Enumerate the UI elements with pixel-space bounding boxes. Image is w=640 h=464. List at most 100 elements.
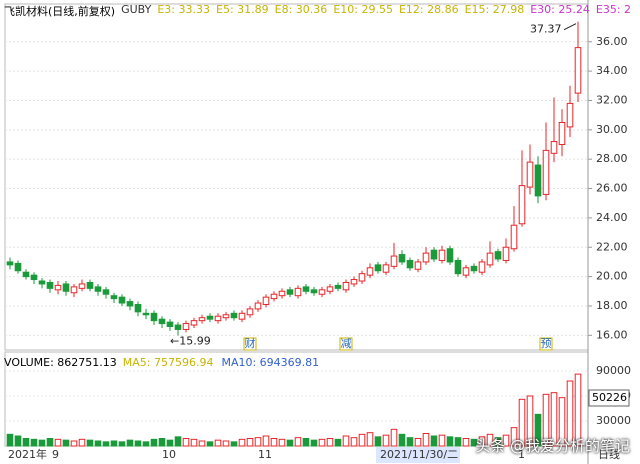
candle-body <box>326 286 334 292</box>
volume-bar <box>86 439 94 447</box>
volume-bar <box>70 440 78 447</box>
annotation-arrow <box>563 23 577 31</box>
volume-bar <box>94 440 102 447</box>
legend-item: E8: 30.36 <box>274 3 328 16</box>
volume-bar <box>502 434 510 447</box>
volume-bar <box>486 433 494 447</box>
volume-bar <box>206 441 214 447</box>
x-tick-label: 日线 <box>598 447 620 461</box>
legend-item: E30: 25.24 <box>530 3 590 16</box>
candle-body <box>566 102 574 128</box>
candle-body <box>350 279 358 285</box>
volume-bar <box>38 439 46 447</box>
volume-bar <box>430 435 438 447</box>
candle-body <box>518 185 526 225</box>
volume-bar <box>494 437 502 447</box>
volume-legend: VOLUME: 862751.13 MA5: 757596.94 MA10: 69… <box>4 356 319 369</box>
candle-body <box>478 261 486 273</box>
y-tick-label: 24.00 <box>596 211 628 224</box>
volume-bar <box>254 437 262 447</box>
volume-bar <box>30 438 38 447</box>
candle-body <box>198 317 206 322</box>
volume-bar <box>358 433 366 447</box>
legend: MA5: 757596.94 MA10: 694369.81 <box>123 356 319 369</box>
legend-item: E12: 28.86 <box>398 3 459 16</box>
volume-bar <box>550 392 558 447</box>
volume-bar <box>334 438 342 447</box>
candle-body <box>150 312 158 322</box>
current-volume: 50226 <box>592 391 627 404</box>
candle-body <box>390 255 398 267</box>
candle-body <box>230 312 238 319</box>
volume-bar <box>14 435 22 447</box>
candle-body <box>166 321 174 328</box>
candle-body <box>398 254 406 263</box>
candle-body <box>486 252 494 266</box>
y-tick-label: 36.00 <box>596 35 628 48</box>
volume-bar <box>518 398 526 447</box>
event-label: 减 <box>341 337 352 350</box>
candle-body <box>422 252 430 263</box>
volume-bar <box>366 432 374 447</box>
volume-bar <box>558 397 566 447</box>
candle-body <box>174 324 182 330</box>
event-label: 财 <box>245 336 256 350</box>
volume-bar <box>198 440 206 447</box>
candle-body <box>406 259 414 269</box>
volume-bar <box>150 438 158 447</box>
x-tick-label: 10 <box>162 448 176 461</box>
candle-body <box>54 284 62 291</box>
watermark: 头条 @我爱分析的笔记 <box>475 437 630 455</box>
candle-body <box>222 314 230 319</box>
candle-body <box>302 286 310 292</box>
legend-item: E5: 31.89 <box>216 3 269 16</box>
candle-body <box>190 320 198 326</box>
candle-body <box>470 265 478 272</box>
event-marker <box>539 337 553 351</box>
volume-bar <box>470 438 478 447</box>
candle-body <box>214 315 222 322</box>
volume-bar <box>6 433 14 447</box>
legend-item: E3: 33.33 <box>157 3 210 16</box>
volume-bar <box>318 438 326 447</box>
volume-bar <box>246 438 254 447</box>
volume-bar <box>22 438 30 447</box>
x-tick-label: 2021年 <box>8 447 47 461</box>
x-tick-label: 1 <box>518 448 525 461</box>
candle-body <box>38 280 46 285</box>
candle-body <box>102 289 110 295</box>
volume-bar <box>454 437 462 447</box>
y-tick-label: 34.00 <box>596 64 628 77</box>
candle-body <box>14 262 22 272</box>
candle-body <box>542 149 550 195</box>
candle-body <box>366 267 374 276</box>
volume-bar <box>438 434 446 447</box>
candle-body <box>446 248 454 263</box>
candle-body <box>278 290 286 297</box>
candle-body <box>182 323 190 330</box>
y-tick-label: 30000 <box>596 414 631 427</box>
volume-bar <box>542 393 550 447</box>
y-tick-label: 32.00 <box>596 93 628 106</box>
candle-body <box>310 289 318 294</box>
candle-body <box>414 261 422 270</box>
event-label: 预 <box>541 337 552 350</box>
volume-bar <box>326 438 334 447</box>
candle-body <box>438 249 446 261</box>
volume-bar <box>534 413 542 447</box>
price-legend: 飞凯材料(日线,前复权) GUBY E3: 33.33 E5: 31.89 E8: … <box>4 3 631 19</box>
volume-bar <box>118 441 126 447</box>
candle-body <box>270 293 278 300</box>
y-tick-label: 20.00 <box>596 270 628 283</box>
volume-bar <box>574 373 582 447</box>
candle-body <box>294 287 302 297</box>
volume-bar <box>182 438 190 447</box>
volume-bar <box>262 435 270 447</box>
candle-body <box>142 312 150 316</box>
volume-bar <box>446 436 454 447</box>
legend-item: E35: 2 <box>595 3 632 16</box>
y-tick-label: 22.00 <box>596 240 628 253</box>
volume-bar <box>294 437 302 447</box>
legend: E3: 33.33 E5: 31.89 E8: 30.36 E10: 29.55 E12… <box>157 3 631 19</box>
event-marker <box>243 337 257 351</box>
